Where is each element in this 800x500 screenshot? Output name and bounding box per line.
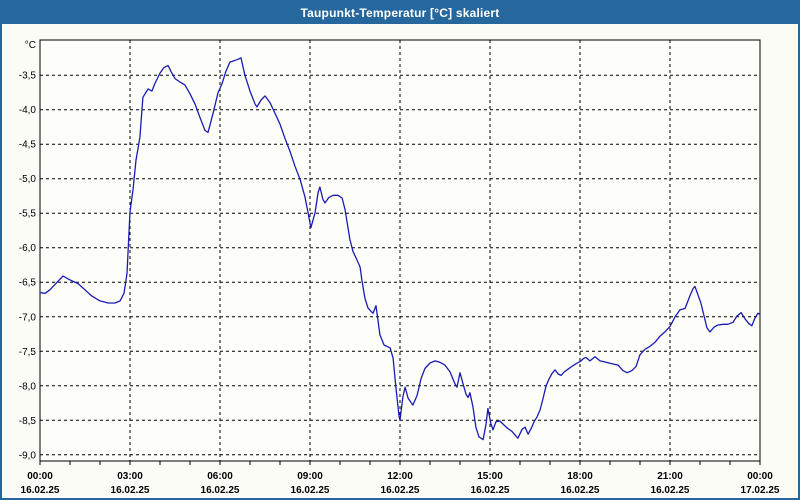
x-tick-date-label: 16.02.25 [291,485,330,496]
y-tick-label: -5,0 [19,174,37,185]
x-tick-time-label: 00:00 [27,471,53,482]
y-tick-label: -6,5 [19,278,37,289]
x-tick-time-label: 21:00 [657,471,683,482]
temperature-line [39,57,761,441]
axis-frame [39,39,761,462]
x-tick-time-label: 18:00 [567,471,593,482]
title-bar: Taupunkt-Temperatur [°C] skaliert [2,2,798,24]
x-tick-time-label: 12:00 [387,471,413,482]
x-tick-time-label: 00:00 [747,471,773,482]
x-tick-date-label: 16.02.25 [111,485,150,496]
y-tick-label: -8,5 [19,416,37,427]
y-tick-label: -5,5 [19,209,37,220]
y-tick-label: -7,5 [19,347,37,358]
x-tick-date-label: 16.02.25 [21,485,60,496]
x-tick-time-label: 03:00 [117,471,143,482]
y-tick-label: -6,0 [19,243,37,254]
y-tick-label: -4,5 [19,140,37,151]
y-tick-label: -4,0 [19,105,37,116]
x-tick-date-label: 17.02.25 [741,485,780,496]
x-tick-date-label: 16.02.25 [561,485,600,496]
window-title: Taupunkt-Temperatur [°C] skaliert [300,6,500,20]
y-tick-label: -9,0 [19,450,37,461]
x-tick-time-label: 09:00 [297,471,323,482]
x-tick-date-label: 16.02.25 [381,485,420,496]
y-tick-label: -7,0 [19,312,37,323]
x-tick-time-label: 06:00 [207,471,233,482]
x-tick-date-label: 16.02.25 [201,485,240,496]
x-tick-date-label: 16.02.25 [651,485,690,496]
x-tick-time-label: 15:00 [477,471,503,482]
y-tick-label: -8,0 [19,381,37,392]
y-tick-label: -3,5 [19,71,37,82]
y-axis-unit-label: °C [25,40,36,51]
x-tick-date-label: 16.02.25 [471,485,510,496]
